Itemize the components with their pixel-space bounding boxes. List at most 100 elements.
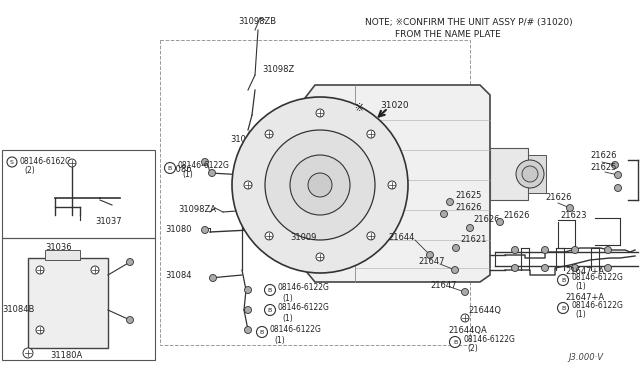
Circle shape xyxy=(264,285,275,295)
Circle shape xyxy=(572,264,579,272)
Text: (1): (1) xyxy=(182,170,193,179)
Text: 08146-6122G: 08146-6122G xyxy=(463,336,515,344)
Text: (1): (1) xyxy=(282,294,292,302)
Circle shape xyxy=(265,130,273,138)
Text: 31098ZA: 31098ZA xyxy=(178,205,216,215)
Text: 31080: 31080 xyxy=(165,225,191,234)
Text: 21644: 21644 xyxy=(388,234,414,243)
Polygon shape xyxy=(305,85,490,282)
FancyBboxPatch shape xyxy=(528,155,546,193)
Text: 21623: 21623 xyxy=(560,211,586,219)
FancyBboxPatch shape xyxy=(490,148,528,200)
Circle shape xyxy=(522,166,538,182)
Text: 21626: 21626 xyxy=(545,193,572,202)
Circle shape xyxy=(7,157,17,167)
Text: NOTE; ※CONFIRM THE UNIT ASSY P/# (31020): NOTE; ※CONFIRM THE UNIT ASSY P/# (31020) xyxy=(365,18,573,27)
Circle shape xyxy=(611,161,618,169)
Text: B: B xyxy=(453,340,457,344)
Circle shape xyxy=(614,171,621,179)
Circle shape xyxy=(202,158,209,166)
Text: B: B xyxy=(268,308,272,312)
Circle shape xyxy=(467,224,474,231)
Text: 21625: 21625 xyxy=(590,164,616,173)
Text: 31036: 31036 xyxy=(45,244,72,253)
Text: 31086: 31086 xyxy=(165,166,191,174)
Circle shape xyxy=(557,275,568,285)
Text: ※: ※ xyxy=(355,103,365,113)
Text: (1): (1) xyxy=(575,282,586,292)
Circle shape xyxy=(36,326,44,334)
Text: 31067: 31067 xyxy=(230,135,257,144)
Circle shape xyxy=(367,232,375,240)
Text: 31020: 31020 xyxy=(380,100,408,109)
Circle shape xyxy=(388,181,396,189)
Circle shape xyxy=(23,348,33,358)
Text: 21647: 21647 xyxy=(418,257,445,266)
Text: 08146-6122G: 08146-6122G xyxy=(571,301,623,311)
Text: 21644Q: 21644Q xyxy=(468,305,501,314)
Circle shape xyxy=(290,155,350,215)
Circle shape xyxy=(447,199,454,205)
Circle shape xyxy=(497,218,504,225)
Circle shape xyxy=(516,160,544,188)
Text: 08146-6122G: 08146-6122G xyxy=(571,273,623,282)
Text: B: B xyxy=(260,330,264,334)
Circle shape xyxy=(452,244,460,251)
Text: 31098ZB: 31098ZB xyxy=(238,17,276,26)
Text: B: B xyxy=(561,278,565,282)
Text: 21626: 21626 xyxy=(473,215,499,224)
Circle shape xyxy=(265,232,273,240)
Circle shape xyxy=(244,327,252,334)
Text: (1): (1) xyxy=(575,311,586,320)
Circle shape xyxy=(244,307,252,314)
Circle shape xyxy=(566,205,573,212)
Circle shape xyxy=(127,317,134,324)
Circle shape xyxy=(461,314,469,322)
Text: J3.000·V: J3.000·V xyxy=(568,353,603,362)
Circle shape xyxy=(232,97,408,273)
Text: 21621: 21621 xyxy=(460,235,486,244)
FancyBboxPatch shape xyxy=(28,258,108,348)
Circle shape xyxy=(605,264,611,272)
Text: 08146-6122G: 08146-6122G xyxy=(178,160,230,170)
Circle shape xyxy=(209,275,216,282)
Circle shape xyxy=(440,211,447,218)
Circle shape xyxy=(541,247,548,253)
Circle shape xyxy=(614,185,621,192)
Text: B: B xyxy=(268,288,272,292)
Circle shape xyxy=(244,181,252,189)
Text: 31084B: 31084B xyxy=(2,305,35,314)
Text: 21626: 21626 xyxy=(590,151,616,160)
Circle shape xyxy=(244,286,252,294)
Circle shape xyxy=(605,247,611,253)
Circle shape xyxy=(257,327,268,337)
Circle shape xyxy=(451,266,458,273)
Text: 21647: 21647 xyxy=(430,280,456,289)
Circle shape xyxy=(316,253,324,261)
Text: (2): (2) xyxy=(24,167,35,176)
Circle shape xyxy=(511,264,518,272)
Text: B: B xyxy=(561,305,565,311)
FancyBboxPatch shape xyxy=(45,250,80,260)
Text: 31037: 31037 xyxy=(95,218,122,227)
Circle shape xyxy=(91,266,99,274)
Text: 08146-6122G: 08146-6122G xyxy=(278,283,330,292)
Text: 08146-6122G: 08146-6122G xyxy=(270,326,322,334)
Circle shape xyxy=(316,109,324,117)
Text: 21647+A: 21647+A xyxy=(565,294,604,302)
Circle shape xyxy=(264,305,275,315)
Circle shape xyxy=(164,163,175,173)
Text: 31009: 31009 xyxy=(290,234,316,243)
Text: FROM THE NAME PLATE: FROM THE NAME PLATE xyxy=(395,30,500,39)
Circle shape xyxy=(308,173,332,197)
Circle shape xyxy=(209,170,216,176)
Circle shape xyxy=(127,259,134,266)
Circle shape xyxy=(557,302,568,314)
Text: 21626: 21626 xyxy=(455,202,481,212)
Circle shape xyxy=(511,247,518,253)
Text: (1): (1) xyxy=(282,314,292,323)
Text: 31180A: 31180A xyxy=(50,350,83,359)
Text: (1): (1) xyxy=(274,336,285,344)
Text: 21644QA: 21644QA xyxy=(448,326,487,334)
Circle shape xyxy=(68,159,76,167)
